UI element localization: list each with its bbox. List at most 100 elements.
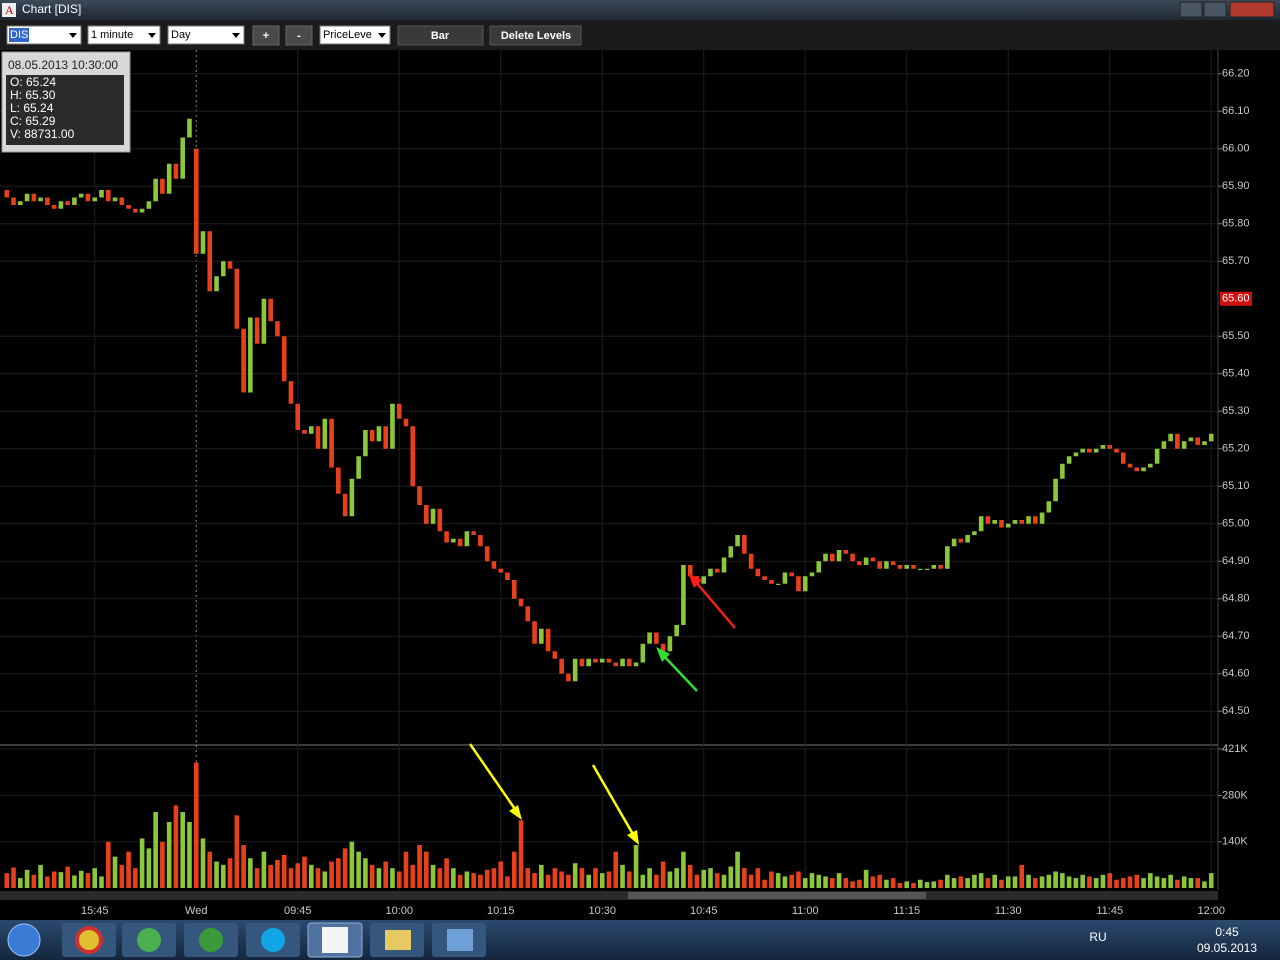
- clock-time[interactable]: 0:45: [1215, 925, 1239, 939]
- volume-bar: [336, 858, 341, 888]
- volume-bar: [701, 869, 707, 888]
- volume-bar: [1154, 876, 1160, 888]
- candle-body: [714, 568, 720, 573]
- volume-bar: [1141, 878, 1146, 888]
- dropdown-arrow: [148, 33, 156, 38]
- candle-body: [1066, 456, 1072, 464]
- candle-body: [383, 426, 388, 449]
- candle-body: [1039, 512, 1045, 524]
- candle-body: [221, 261, 226, 277]
- candle-body: [390, 403, 395, 449]
- annotations: [468, 573, 736, 845]
- candle-body: [1093, 448, 1099, 453]
- volume-bar: [1161, 878, 1167, 888]
- candle-body: [1012, 520, 1018, 524]
- candle-body: [511, 580, 517, 599]
- candle-body: [342, 493, 348, 517]
- candle-body: [924, 568, 930, 570]
- candle-body: [816, 561, 822, 573]
- maximize-button[interactable]: [1203, 1, 1227, 18]
- y-tick-label: 64.90: [1222, 555, 1250, 567]
- candle-body: [566, 673, 571, 682]
- scrollbar[interactable]: [0, 891, 1218, 900]
- candle-body: [160, 178, 165, 194]
- start-button[interactable]: [7, 923, 41, 957]
- candle-body: [769, 580, 774, 584]
- candle-body: [308, 426, 314, 434]
- language[interactable]: RU: [1089, 930, 1106, 944]
- y-tick-label: 64.50: [1222, 705, 1250, 717]
- price-marker-label: 65.60: [1222, 293, 1250, 305]
- volume-bar: [1175, 879, 1180, 888]
- candle-body: [234, 268, 240, 329]
- volume-bar: [511, 851, 517, 888]
- candle-body: [884, 561, 889, 569]
- candle-body: [572, 658, 578, 682]
- candle-body: [762, 576, 767, 580]
- candle-body: [1168, 433, 1173, 442]
- levels-select[interactable]: [319, 25, 391, 45]
- volume-bar: [978, 873, 984, 888]
- scrollbar-thumb[interactable]: [628, 892, 926, 899]
- volume-bar: [579, 868, 585, 888]
- candle-body: [782, 572, 788, 584]
- volume-bar: [985, 878, 991, 888]
- candle-body: [153, 178, 158, 202]
- period-select[interactable]: [167, 25, 245, 45]
- volume-bar: [796, 871, 801, 888]
- delete-levels-button[interactable]: [489, 25, 582, 46]
- candle-body: [112, 197, 118, 202]
- candle-body: [539, 628, 544, 644]
- volume-bar: [924, 882, 930, 888]
- mail-glyph: [137, 928, 161, 952]
- volume-bar: [153, 812, 158, 888]
- volume-bar: [687, 864, 693, 888]
- y-tick-label: 64.80: [1222, 593, 1250, 605]
- close-button[interactable]: [1229, 1, 1275, 18]
- volume-bar: [139, 838, 145, 888]
- y-tick-label: 64.70: [1222, 630, 1250, 642]
- clock-date[interactable]: 09.05.2013: [1197, 941, 1257, 955]
- candle-body: [593, 658, 598, 663]
- volume-bar: [951, 878, 957, 888]
- volume-bar: [254, 868, 260, 888]
- candle-body: [471, 531, 476, 535]
- candle-body: [356, 456, 361, 479]
- volume-bar: [4, 873, 10, 888]
- volume-bar: [599, 873, 605, 888]
- volume-bar: [261, 851, 267, 888]
- volume-bar: [160, 841, 165, 888]
- volume-bar: [92, 868, 98, 888]
- candle-body: [850, 553, 855, 562]
- candle-body: [1134, 467, 1140, 472]
- volume-bar: [126, 851, 131, 888]
- candle-body: [985, 516, 991, 524]
- volume-bar: [606, 871, 612, 888]
- period-text: Day: [171, 29, 191, 41]
- y-tick-label: 65.10: [1222, 480, 1250, 492]
- candle-body: [1080, 448, 1085, 453]
- x-tick-label: 15:45: [81, 905, 109, 917]
- candle-body: [965, 535, 970, 543]
- chart-app-glyph: [322, 927, 348, 953]
- candle-body: [586, 658, 591, 667]
- candle-body: [1100, 445, 1106, 449]
- bar-button[interactable]: [397, 25, 484, 46]
- volume-bar: [498, 861, 504, 888]
- volume-bar: [451, 868, 456, 888]
- zoom-out-button[interactable]: [285, 25, 313, 46]
- interval-select[interactable]: [87, 25, 161, 45]
- candle-body: [735, 535, 740, 547]
- candle-body: [931, 565, 937, 569]
- symbol-text: DIS: [10, 29, 28, 41]
- candle-body: [315, 426, 321, 449]
- volume-bar: [1093, 878, 1099, 888]
- candle-body: [38, 197, 43, 202]
- volume-bar: [857, 879, 862, 888]
- minimize-button[interactable]: [1179, 1, 1203, 18]
- volume-bar: [945, 874, 950, 888]
- zoom-in-button[interactable]: [252, 25, 280, 46]
- volume-bar: [1148, 873, 1153, 888]
- y-tick-label: 65.30: [1222, 405, 1250, 417]
- candle-body: [870, 557, 876, 562]
